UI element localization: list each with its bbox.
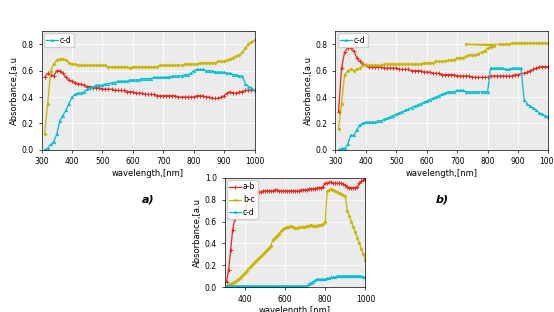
Legend: c-d: c-d [44, 33, 74, 47]
c-d [300, 284, 306, 288]
X-axis label: wavelength,[nm]: wavelength,[nm] [112, 169, 184, 178]
X-axis label: wavelength,[nm]: wavelength,[nm] [406, 169, 478, 178]
c-d [362, 275, 369, 279]
c-d [362, 120, 369, 124]
c-d [157, 76, 163, 79]
c-d [223, 284, 230, 288]
b-c [255, 256, 262, 260]
c-d [90, 85, 96, 88]
Line: a-b: a-b [224, 177, 367, 284]
c-d [545, 115, 552, 119]
a-b [340, 183, 347, 186]
Line: b-c: b-c [225, 188, 367, 287]
c-d [251, 89, 258, 92]
b-c [242, 271, 248, 275]
X-axis label: wavelength,[nm]: wavelength,[nm] [259, 306, 331, 312]
Text: a): a) [142, 195, 155, 205]
c-d [334, 274, 341, 278]
c-d [242, 284, 248, 288]
c-d [105, 82, 112, 86]
c-d [515, 66, 521, 70]
b-c [362, 258, 369, 261]
a-b [300, 188, 306, 192]
c-d [224, 71, 230, 75]
b-c [300, 225, 306, 229]
Y-axis label: Absorbance,[a.u: Absorbance,[a.u [304, 56, 313, 125]
b-c [344, 209, 351, 212]
c-d [384, 116, 391, 120]
Line: c-d: c-d [225, 275, 367, 287]
c-d [518, 66, 525, 70]
b-c [223, 284, 230, 288]
c-d [221, 70, 228, 74]
a-b [265, 189, 272, 193]
b-c [342, 195, 348, 198]
a-b [362, 177, 369, 181]
c-d [69, 95, 75, 99]
a-b [223, 280, 230, 283]
Y-axis label: Absorbance,[a.u: Absorbance,[a.u [193, 198, 202, 267]
c-d [41, 148, 48, 152]
c-d [335, 148, 342, 152]
b-c [328, 187, 335, 191]
b-c [265, 246, 272, 250]
Line: c-d: c-d [337, 67, 550, 151]
c-d [399, 110, 406, 114]
c-d [265, 284, 272, 288]
Y-axis label: Absorbance,[a.u: Absorbance,[a.u [10, 56, 19, 125]
Legend: a-b, b-c, c-d: a-b, b-c, c-d [227, 180, 258, 219]
c-d [342, 274, 348, 278]
a-b [342, 183, 348, 187]
c-d [193, 67, 200, 71]
a-b [255, 190, 262, 194]
c-d [488, 66, 494, 70]
Legend: c-d: c-d [338, 33, 368, 47]
c-d [451, 90, 458, 94]
Line: c-d: c-d [43, 68, 256, 151]
Text: b): b) [435, 195, 449, 205]
c-d [344, 274, 351, 278]
a-b [259, 189, 266, 193]
c-d [255, 284, 262, 288]
